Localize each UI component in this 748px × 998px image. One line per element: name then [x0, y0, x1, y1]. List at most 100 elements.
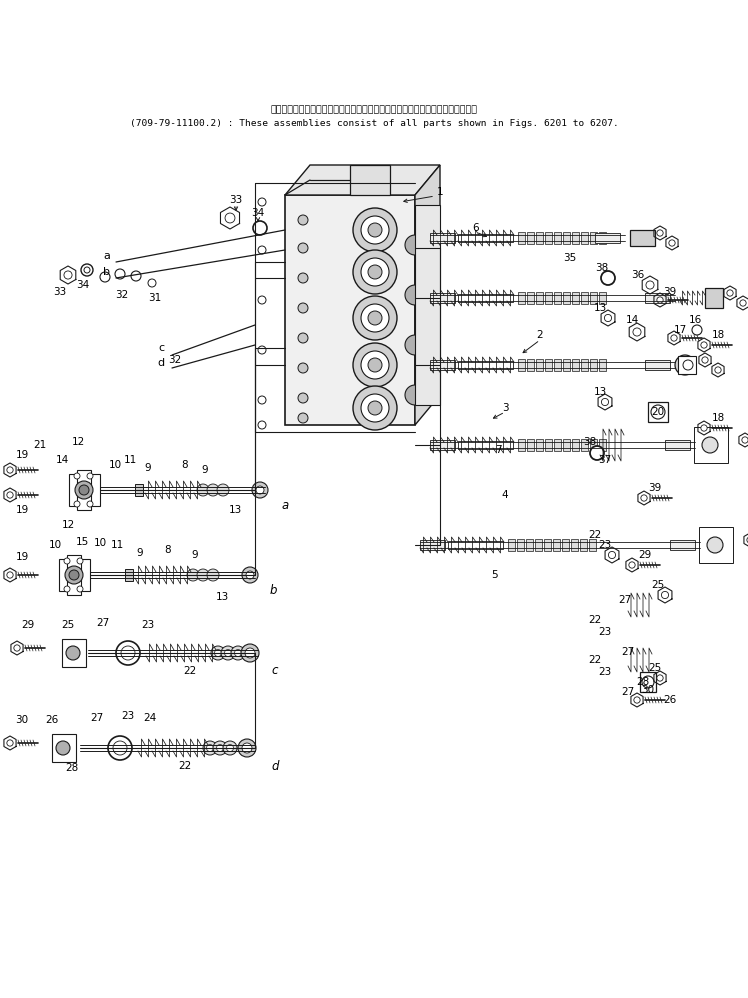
Circle shape: [590, 446, 604, 460]
Bar: [518, 232, 525, 244]
Text: 30: 30: [16, 715, 28, 725]
Circle shape: [669, 240, 675, 247]
Circle shape: [701, 342, 707, 348]
Text: 23: 23: [121, 711, 135, 721]
Bar: [350, 165, 390, 195]
Bar: [595, 233, 620, 243]
Bar: [590, 439, 597, 451]
Circle shape: [225, 213, 235, 223]
Circle shape: [227, 745, 233, 751]
Circle shape: [747, 537, 748, 543]
Circle shape: [116, 641, 140, 665]
Bar: [415, 205, 440, 405]
Circle shape: [601, 271, 615, 285]
Circle shape: [245, 648, 255, 658]
Bar: [545, 292, 552, 304]
Circle shape: [671, 335, 677, 341]
Bar: [599, 359, 606, 371]
Polygon shape: [415, 165, 440, 425]
Text: 23: 23: [598, 540, 612, 550]
Text: 9: 9: [191, 550, 198, 560]
Circle shape: [66, 646, 80, 660]
Bar: [590, 359, 597, 371]
Circle shape: [740, 299, 747, 306]
Text: 38: 38: [583, 437, 597, 447]
Circle shape: [87, 473, 93, 479]
Text: 18: 18: [711, 413, 725, 423]
Circle shape: [113, 741, 127, 755]
Bar: [554, 439, 561, 451]
Text: a: a: [281, 498, 289, 512]
Bar: [517, 539, 524, 551]
Text: d: d: [272, 759, 279, 772]
Text: 3: 3: [502, 403, 509, 413]
Bar: [430, 293, 455, 303]
Text: 35: 35: [563, 253, 577, 263]
Text: 16: 16: [688, 315, 702, 325]
Circle shape: [298, 303, 308, 313]
Bar: [518, 439, 525, 451]
Text: 4: 4: [502, 490, 509, 500]
Bar: [645, 293, 670, 303]
Circle shape: [258, 346, 266, 354]
Text: 29: 29: [638, 550, 652, 560]
Circle shape: [187, 569, 199, 581]
Circle shape: [217, 484, 229, 496]
Bar: [536, 439, 543, 451]
Text: 13: 13: [215, 592, 229, 602]
Circle shape: [231, 646, 245, 660]
Circle shape: [121, 646, 135, 660]
Circle shape: [368, 358, 382, 372]
Bar: [581, 439, 588, 451]
Text: 22: 22: [178, 761, 191, 771]
Circle shape: [641, 495, 647, 501]
Circle shape: [206, 745, 213, 751]
Circle shape: [701, 425, 707, 431]
Text: 6: 6: [473, 223, 479, 233]
Bar: [705, 288, 723, 308]
Text: 17: 17: [673, 325, 687, 335]
Bar: [518, 292, 525, 304]
Circle shape: [213, 741, 227, 755]
Text: 27: 27: [619, 595, 631, 605]
Circle shape: [253, 221, 267, 235]
Text: 22: 22: [183, 666, 197, 676]
Circle shape: [298, 393, 308, 403]
Text: 22: 22: [589, 530, 601, 540]
Bar: [581, 359, 588, 371]
Circle shape: [74, 473, 80, 479]
Circle shape: [7, 740, 13, 747]
Text: 13: 13: [593, 303, 607, 313]
Circle shape: [258, 198, 266, 206]
Circle shape: [224, 650, 231, 657]
Text: 27: 27: [96, 618, 110, 628]
Bar: [599, 292, 606, 304]
Circle shape: [646, 281, 654, 289]
Circle shape: [298, 215, 308, 225]
Bar: [599, 439, 606, 451]
Circle shape: [405, 285, 425, 305]
Circle shape: [77, 558, 83, 564]
Text: 9: 9: [144, 463, 151, 473]
Text: 10: 10: [108, 460, 122, 470]
Text: 27: 27: [91, 713, 104, 723]
Circle shape: [368, 223, 382, 237]
Circle shape: [361, 258, 389, 286]
Text: 20: 20: [652, 407, 664, 417]
Bar: [700, 433, 722, 457]
Circle shape: [69, 570, 79, 580]
Text: 13: 13: [228, 505, 242, 515]
Circle shape: [604, 314, 612, 321]
Bar: [562, 539, 569, 551]
Text: 14: 14: [55, 455, 69, 465]
Bar: [72, 480, 97, 500]
Text: 25: 25: [649, 663, 662, 673]
Text: 22: 22: [589, 655, 601, 665]
Bar: [572, 232, 579, 244]
Text: 34: 34: [251, 208, 265, 218]
Bar: [554, 232, 561, 244]
Text: 38: 38: [595, 263, 609, 273]
Text: 10: 10: [49, 540, 61, 550]
Bar: [125, 569, 133, 581]
Bar: [536, 292, 543, 304]
